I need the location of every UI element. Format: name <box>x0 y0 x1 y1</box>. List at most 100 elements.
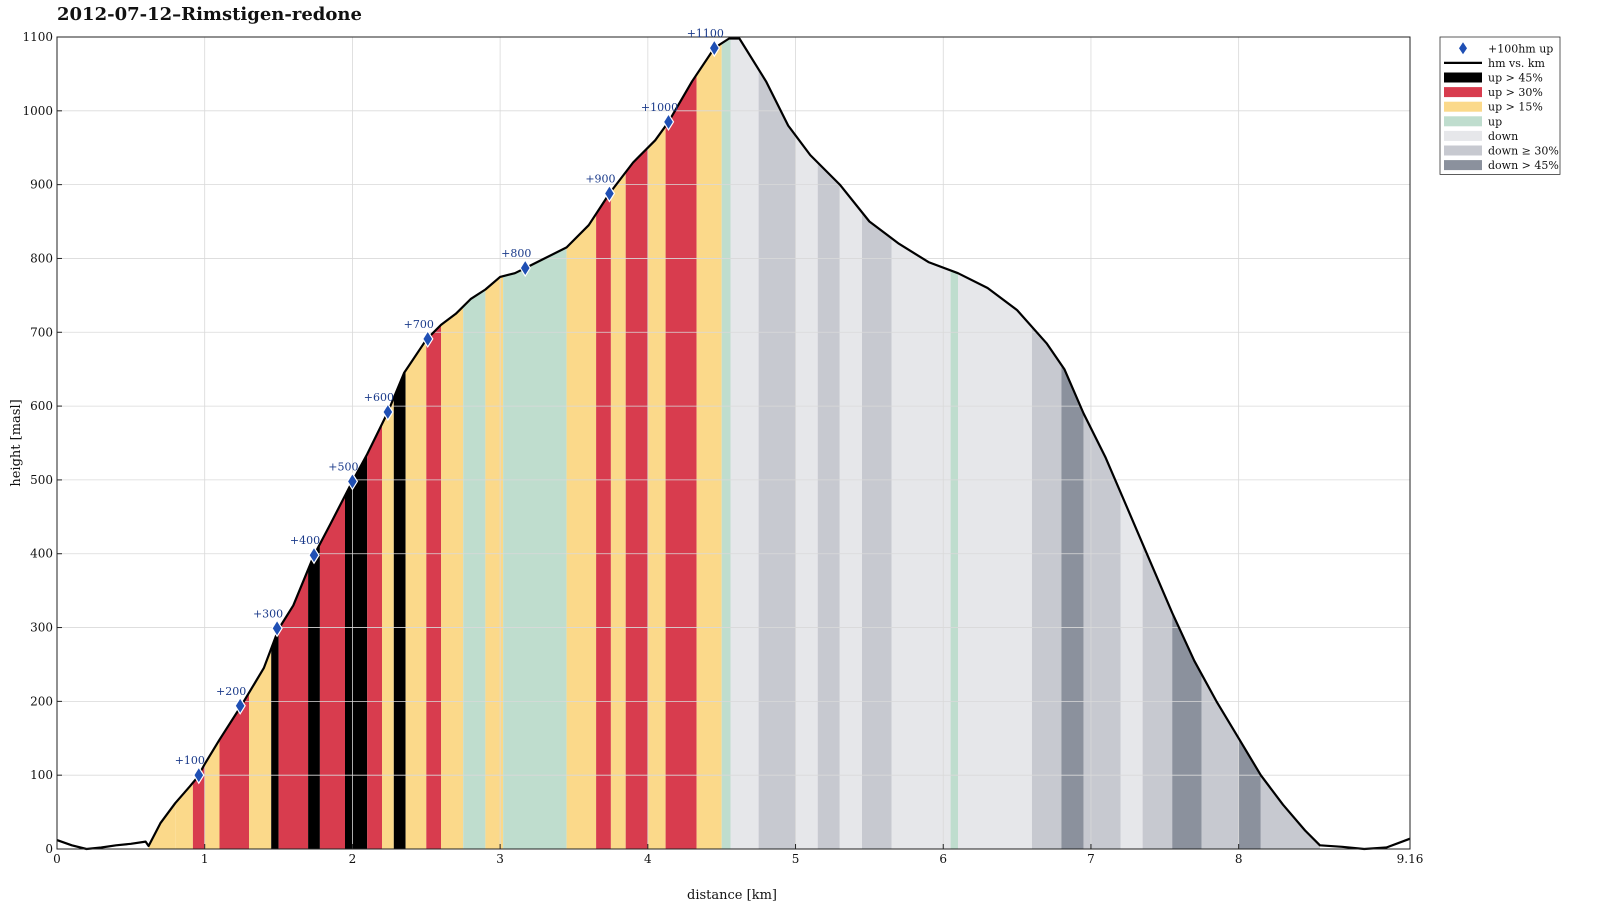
y-tick-label: 300 <box>30 621 53 635</box>
y-tick-label: 200 <box>30 694 53 708</box>
segment-down-45- <box>1172 612 1202 849</box>
segment-down-30- <box>1031 326 1062 849</box>
plot-frame <box>56 36 1411 850</box>
x-tick-label: 5 <box>792 852 800 866</box>
y-tick-label: 400 <box>30 547 53 561</box>
segment-up-45- <box>393 370 406 849</box>
marker-diamond <box>662 112 675 132</box>
x-axis-label: distance [km] <box>687 888 777 903</box>
segment-down-30- <box>862 212 892 850</box>
segment-up-15- <box>610 172 626 849</box>
segment-up-45- <box>308 543 320 849</box>
marker-label: +400 <box>290 534 320 547</box>
segment-up-15- <box>696 43 722 850</box>
segment-up-30- <box>596 191 611 850</box>
legend-label: down > 45% <box>1488 159 1559 172</box>
x-tick-label: 0 <box>53 852 61 866</box>
segment-down-45- <box>1061 364 1084 849</box>
segment-down <box>891 238 951 849</box>
x-tick-label: 6 <box>939 852 947 866</box>
legend-patch-swatch <box>1444 72 1482 83</box>
segment-up-30- <box>367 424 382 849</box>
legend-label: up <box>1488 115 1502 128</box>
segment-up-30- <box>625 147 648 849</box>
x-tick-label: 8 <box>1235 852 1243 866</box>
legend-label: hm vs. km <box>1488 57 1546 70</box>
x-tick-label: 4 <box>644 852 652 866</box>
y-tick-label: 1100 <box>22 30 53 44</box>
segment-up-45- <box>345 454 368 849</box>
x-tick-label: 9.16 <box>1397 852 1424 866</box>
segment-up-15- <box>405 339 427 849</box>
y-tick-label: 0 <box>45 842 53 856</box>
marker-label: +1100 <box>687 27 724 40</box>
x-tick-label: 7 <box>1087 852 1095 866</box>
y-tick-label: 1000 <box>22 104 53 118</box>
segment-up-15- <box>204 739 220 849</box>
legend-patch-swatch <box>1444 145 1482 156</box>
y-tick-label: 900 <box>30 178 53 192</box>
segment-down-30- <box>758 69 796 849</box>
chart-title: 2012-07-12–Rimstigen-redone <box>57 4 362 25</box>
legend-patch-swatch <box>1444 130 1482 141</box>
x-tick-label: 3 <box>496 852 504 866</box>
marker-diamond <box>708 38 721 58</box>
x-tick-label: 1 <box>201 852 209 866</box>
legend-patch-swatch <box>1444 101 1482 112</box>
segment-down <box>839 184 862 850</box>
legend-patch-swatch <box>1444 116 1482 127</box>
markers: +100 +200 +300 +400 +500 +600 +700 +800 +900 +100… <box>175 27 724 785</box>
y-tick-label: 800 <box>30 251 53 265</box>
segment-down-45- <box>1238 738 1261 849</box>
marker-diamond <box>308 546 320 565</box>
marker-diamond <box>603 184 616 203</box>
segment-down <box>1120 492 1143 849</box>
marker-label: +700 <box>404 318 434 331</box>
y-tick-label: 600 <box>30 399 53 413</box>
segment-up-15- <box>441 306 464 849</box>
segment-up-30- <box>426 324 441 849</box>
segment-down-30- <box>1142 543 1173 849</box>
legend-label: up > 30% <box>1488 86 1543 99</box>
segment-up-30- <box>278 569 309 849</box>
legend-label: up > 45% <box>1488 72 1543 85</box>
segment-up-30- <box>665 74 697 850</box>
marker-label: +600 <box>364 391 394 404</box>
segment-down <box>730 38 759 849</box>
segment-up-15- <box>249 648 272 849</box>
segment-up-30- <box>219 692 249 849</box>
marker-label: +300 <box>253 607 283 620</box>
marker-diamond <box>519 258 531 278</box>
segment-up-15- <box>566 213 597 849</box>
legend-marker-swatch <box>1459 42 1467 55</box>
x-tick-label: 2 <box>349 852 357 866</box>
segment-up <box>950 270 958 849</box>
y-tick-label: 100 <box>30 768 53 782</box>
segment-up-30- <box>319 495 345 849</box>
legend-label: +100hm up <box>1488 42 1553 55</box>
segment-up <box>721 38 731 849</box>
segment-up-45- <box>271 629 279 849</box>
segment-up <box>463 289 486 849</box>
segment-down-30- <box>1083 413 1121 849</box>
marker-diamond <box>422 329 434 349</box>
y-axis-label: height [masl] <box>9 399 24 486</box>
marker-diamond <box>382 402 394 422</box>
legend: +100hm up hm vs. km up > 45%up > 30% up > 1… <box>1439 36 1561 175</box>
segment-up-15- <box>647 126 666 849</box>
legend-patch-swatch <box>1444 87 1482 98</box>
segment-down-30- <box>817 162 840 849</box>
legend-label: down ≥ 30% <box>1488 145 1559 158</box>
segment-up-15- <box>382 397 394 849</box>
marker-label: +500 <box>328 460 358 473</box>
legend-patch-swatch <box>1444 160 1482 171</box>
segment-up-15- <box>485 276 504 849</box>
marker-label: +900 <box>585 172 615 185</box>
segment-up-30- <box>192 764 205 849</box>
segment-down <box>795 135 818 849</box>
segment-down-30- <box>1201 674 1239 849</box>
y-tick-label: 700 <box>30 325 53 339</box>
marker-diamond <box>234 696 246 715</box>
legend-label: down <box>1488 130 1518 143</box>
segment-up-15- <box>148 803 176 849</box>
